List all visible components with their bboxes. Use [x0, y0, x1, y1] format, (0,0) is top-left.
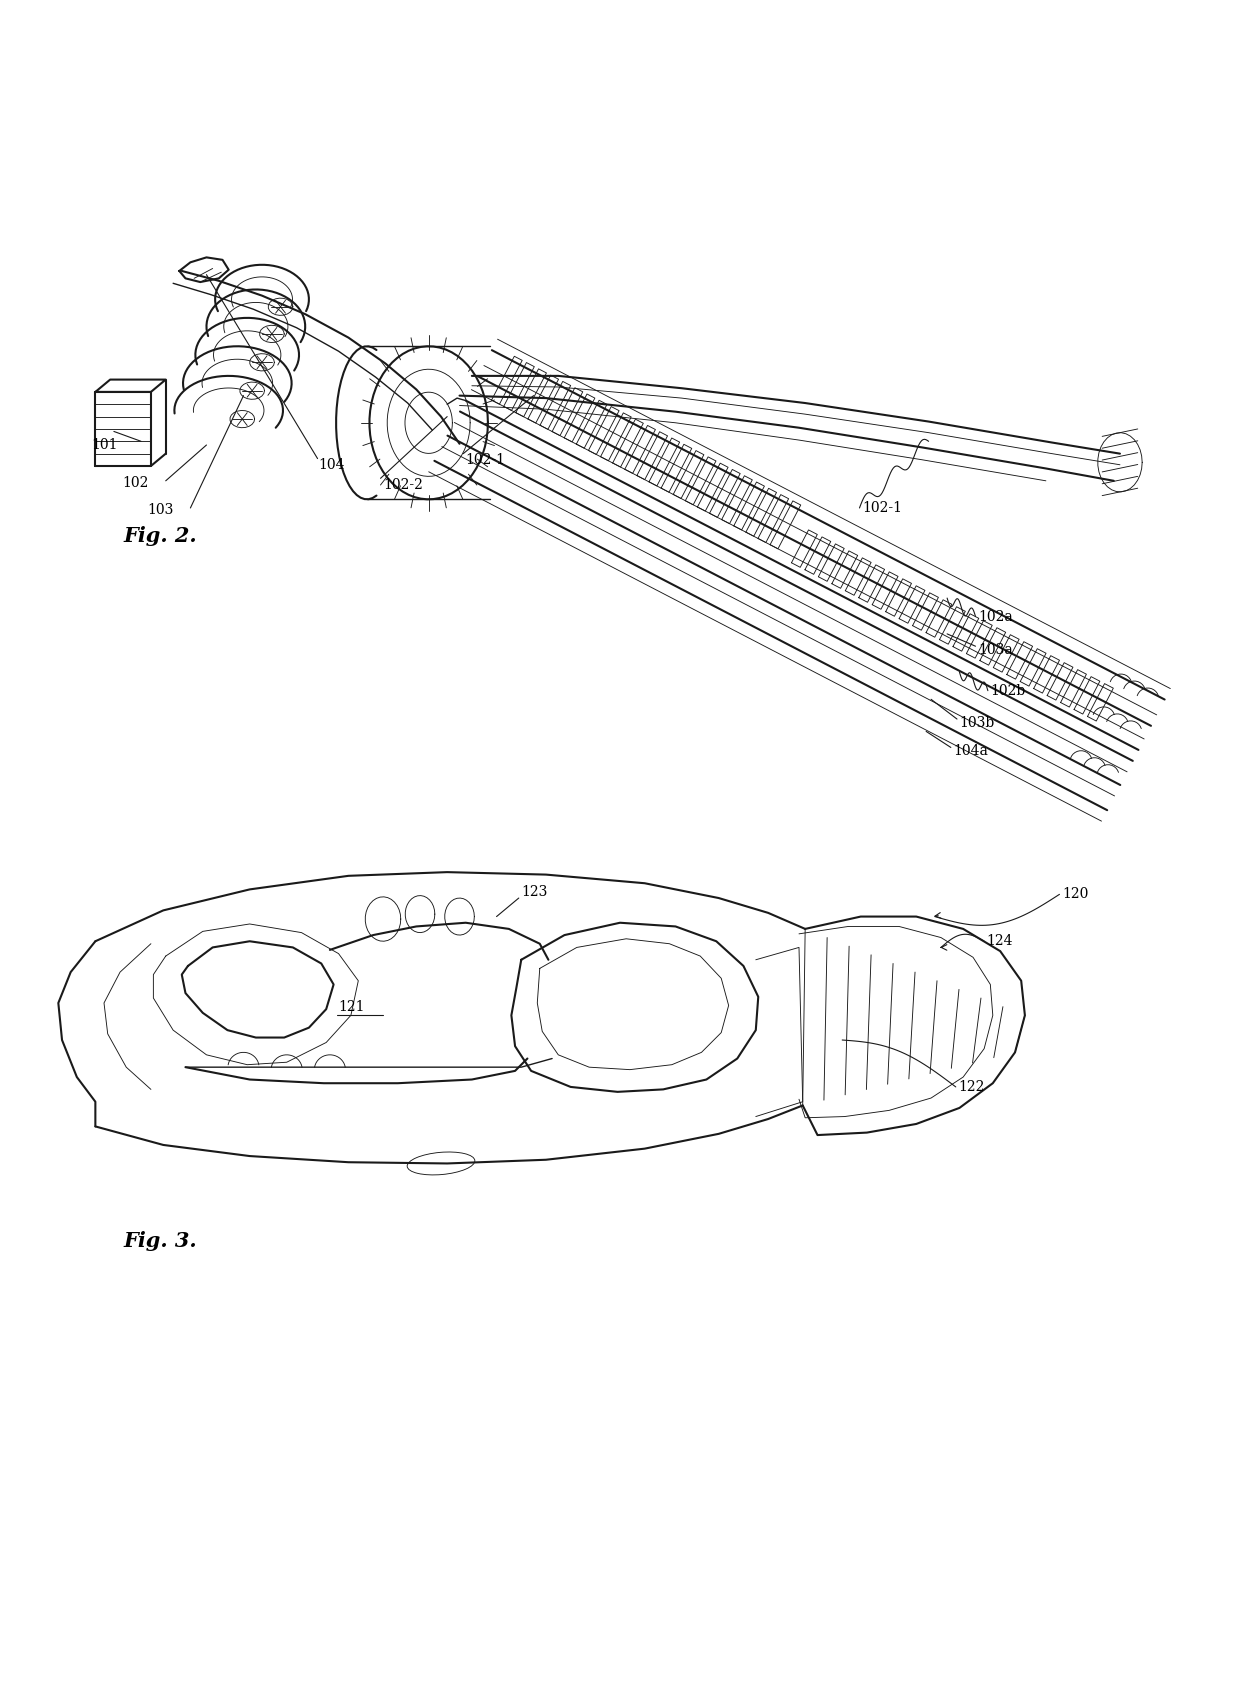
Text: 101: 101 [92, 438, 118, 452]
Text: 102: 102 [123, 477, 149, 490]
Text: 102b: 102b [991, 684, 1025, 698]
Text: Fig. 2.: Fig. 2. [124, 526, 197, 546]
Text: 102a: 102a [978, 610, 1013, 623]
Text: Fig. 3.: Fig. 3. [124, 1232, 197, 1252]
Text: 104: 104 [319, 458, 345, 472]
Text: 124: 124 [987, 933, 1013, 949]
Text: 123: 123 [521, 885, 548, 898]
Text: 103a: 103a [978, 644, 1013, 657]
Text: 102-1: 102-1 [466, 453, 506, 467]
Text: 103b: 103b [960, 716, 994, 730]
Text: 102-2: 102-2 [383, 477, 423, 492]
Text: 121: 121 [339, 999, 365, 1014]
Text: 103: 103 [148, 504, 174, 517]
Text: 122: 122 [959, 1080, 985, 1094]
Text: 104a: 104a [954, 745, 988, 758]
Text: 120: 120 [1061, 888, 1089, 901]
Text: 102-1: 102-1 [862, 500, 901, 516]
